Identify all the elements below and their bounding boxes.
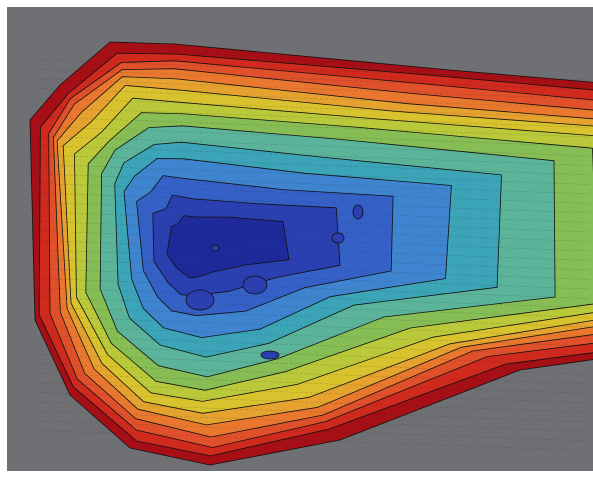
survey-track	[39, 88, 591, 109]
survey-track	[39, 306, 591, 328]
survey-track	[39, 392, 591, 413]
survey-track	[39, 268, 591, 290]
survey-track	[39, 335, 591, 356]
survey-track	[39, 249, 591, 271]
survey-track	[39, 420, 591, 442]
survey-track	[39, 126, 591, 147]
survey-track	[39, 116, 591, 138]
survey-track	[39, 107, 591, 128]
survey-track	[39, 259, 591, 280]
contour-island	[210, 244, 220, 252]
survey-track	[39, 230, 591, 252]
contour-island	[242, 275, 268, 295]
contour-island	[185, 289, 215, 311]
survey-track	[39, 183, 591, 204]
survey-track	[39, 240, 591, 261]
survey-track	[39, 325, 591, 347]
survey-track	[39, 363, 591, 385]
contour-island	[331, 232, 345, 244]
survey-track	[39, 145, 591, 166]
contour-island	[260, 350, 280, 360]
survey-track	[39, 316, 591, 337]
survey-track	[39, 278, 591, 299]
survey-track	[39, 382, 591, 404]
survey-track	[39, 354, 591, 375]
survey-track	[39, 164, 591, 185]
survey-track	[39, 135, 591, 157]
contour-band	[166, 215, 290, 279]
contour-layers	[29, 41, 593, 466]
survey-track	[39, 211, 591, 233]
survey-track	[39, 59, 591, 81]
survey-track	[39, 69, 591, 90]
survey-track	[39, 202, 591, 223]
survey-track	[39, 287, 591, 309]
survey-track	[39, 78, 591, 100]
survey-track	[39, 411, 591, 432]
contour-island	[352, 204, 364, 220]
survey-track	[39, 221, 591, 242]
survey-track	[39, 401, 591, 423]
survey-track	[39, 373, 591, 394]
survey-track	[39, 97, 591, 119]
survey-track	[39, 297, 591, 318]
survey-track	[39, 430, 591, 451]
survey-track	[39, 344, 591, 366]
survey-track	[39, 192, 591, 214]
survey-track	[39, 154, 591, 176]
survey-track	[39, 173, 591, 195]
